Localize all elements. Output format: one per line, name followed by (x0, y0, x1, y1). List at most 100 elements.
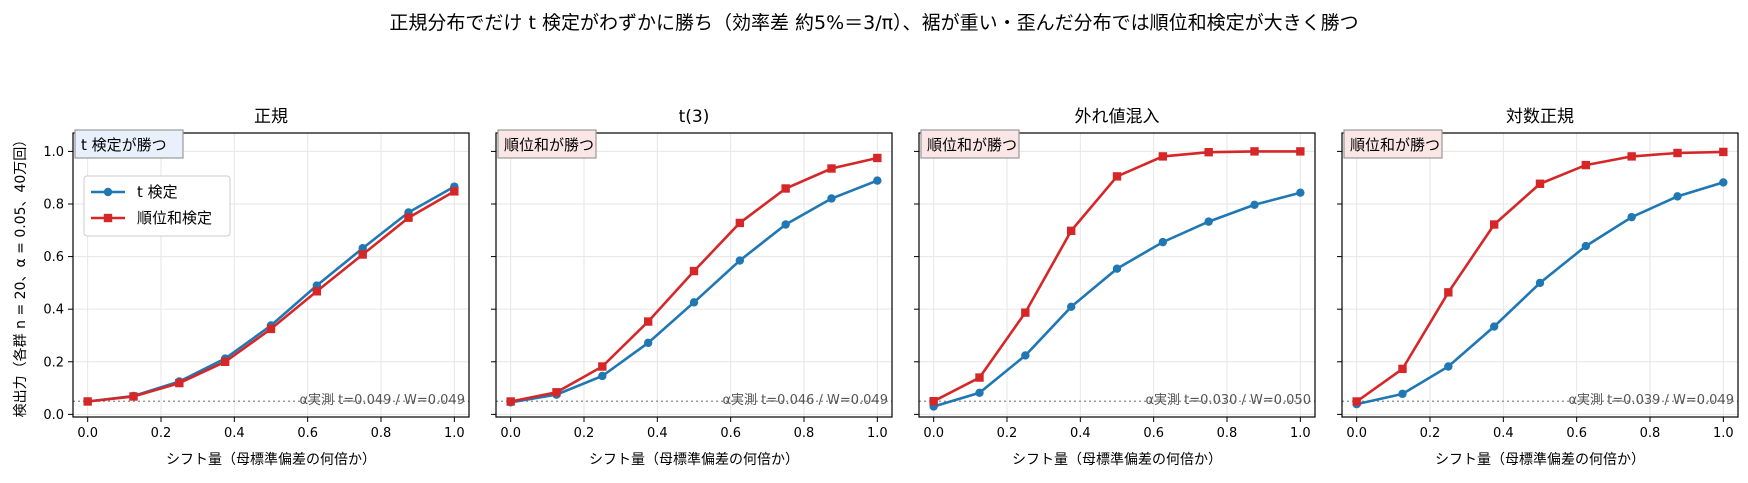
x-tick-label: 0.4 (1493, 426, 1514, 441)
point-rank-sum (598, 362, 607, 371)
point-rank-sum (1158, 152, 1168, 161)
winner-label: t 検定が勝つ (81, 136, 167, 154)
y-tick-label: 0.2 (43, 355, 64, 370)
point-t-test (689, 298, 699, 307)
x-tick-label: 0.4 (1070, 426, 1091, 441)
point-rank-sum (1444, 288, 1453, 297)
legend-label-t-test: t 検定 (137, 183, 178, 201)
point-t-test (643, 338, 653, 348)
point-rank-sum (358, 250, 367, 259)
point-rank-sum (1719, 147, 1728, 157)
point-rank-sum (1627, 152, 1636, 161)
point-rank-sum (552, 388, 561, 397)
panel-title: 外れ値混入 (1075, 107, 1160, 127)
x-tick-label: 0.2 (997, 426, 1018, 441)
point-rank-sum (1112, 172, 1122, 181)
series-line-t-test (933, 191, 1301, 408)
x-tick-label: 0.0 (500, 426, 521, 441)
point-rank-sum (1204, 147, 1213, 157)
point-t-test (873, 176, 882, 185)
alpha-note: α実測 t=0.039 / W=0.049 (1568, 392, 1734, 408)
series-line-t-test (510, 179, 878, 404)
point-t-test (1112, 264, 1122, 273)
x-tick-label: 0.0 (1346, 426, 1367, 441)
point-t-test (1021, 351, 1030, 360)
y-tick-label: 0.8 (43, 198, 64, 213)
point-rank-sum (735, 218, 745, 228)
x-tick-label: 0.6 (1566, 426, 1587, 441)
point-t-test (1673, 192, 1682, 201)
alpha-note: α実測 t=0.030 / W=0.050 (1145, 392, 1311, 408)
series-line-rank-sum (510, 156, 878, 403)
alpha-note: α実測 t=0.046 / W=0.049 (722, 392, 888, 408)
panel-1: 0.0 0.2 0.4 0.6 0.8 1.0 t(3) シフト量（母標準偏差の何倍か） 順位和… (491, 107, 893, 468)
point-t-test (1066, 302, 1076, 312)
point-rank-sum (266, 324, 276, 334)
point-rank-sum (450, 187, 459, 196)
x-tick-label: 0.8 (794, 426, 815, 441)
y-axis-label: 検出力（各群 n = 20、α = 0.05、40万回） (13, 133, 29, 418)
x-tick-label: 0.0 (77, 426, 98, 441)
point-rank-sum (1398, 364, 1407, 374)
plot-frame (72, 132, 470, 418)
point-rank-sum (1352, 397, 1361, 406)
point-rank-sum (1066, 226, 1076, 236)
winner-label: 順位和が勝つ (504, 136, 594, 154)
alpha-note: α実測 t=0.049 / W=0.049 (299, 392, 465, 408)
point-t-test (1719, 178, 1728, 187)
series-line-rank-sum (1355, 150, 1724, 403)
panel-title: t(3) (679, 107, 710, 127)
point-rank-sum (1296, 147, 1305, 156)
point-t-test (975, 388, 984, 398)
x-tick-label: 0.8 (371, 426, 392, 441)
point-t-test (598, 371, 607, 381)
x-tick-label: 0.6 (1143, 426, 1164, 441)
x-tick-label: 0.2 (1420, 426, 1441, 441)
legend-marker-rank-sum (103, 213, 113, 223)
point-rank-sum (220, 357, 230, 366)
winner-box (920, 129, 1020, 159)
point-t-test (1489, 322, 1499, 331)
x-tick-label: 1.0 (444, 426, 465, 441)
point-t-test (1581, 241, 1591, 251)
point-rank-sum (643, 317, 653, 326)
winner-label: 順位和が勝つ (1350, 136, 1440, 154)
winner-box (74, 129, 184, 159)
point-rank-sum (975, 373, 984, 382)
point-t-test (1535, 278, 1545, 288)
point-rank-sum (312, 287, 322, 296)
point-t-test (827, 194, 836, 203)
x-tick-label: 1.0 (1290, 426, 1311, 441)
y-tick-label: 0.4 (43, 303, 64, 318)
legend-label-rank-sum: 順位和検定 (137, 209, 212, 227)
point-rank-sum (129, 392, 138, 401)
x-tick-label: 0.8 (1217, 426, 1238, 441)
point-rank-sum (873, 153, 882, 163)
panel-title: 正規 (254, 107, 288, 127)
point-rank-sum (1021, 308, 1030, 317)
x-tick-label: 0.2 (151, 426, 172, 441)
plot-frame (1341, 132, 1739, 418)
x-axis-label: シフト量（母標準偏差の何倍か） (166, 452, 376, 468)
x-tick-label: 1.0 (1713, 426, 1734, 441)
x-axis-label: シフト量（母標準偏差の何倍か） (589, 452, 799, 468)
point-rank-sum (689, 266, 699, 276)
panel-0: 0.0 0.2 0.4 0.6 0.8 1.0 0.0 0.2 0.4 0.6 0.8 1.0 正規シフ… (13, 107, 470, 468)
x-tick-label: 0.4 (224, 426, 245, 441)
plot-frame (495, 132, 893, 418)
x-tick-label: 0.8 (1640, 426, 1661, 441)
point-rank-sum (506, 397, 515, 406)
point-t-test (781, 220, 790, 229)
point-t-test (735, 256, 745, 265)
y-tick-label: 1.0 (43, 145, 64, 160)
figure-suptitle: 正規分布でだけ t 検定がわずかに勝ち（効率差 約5%＝3/π）、裾が重い・歪ん… (389, 12, 1358, 34)
point-t-test (358, 243, 367, 253)
point-rank-sum (929, 397, 938, 406)
point-t-test (1250, 200, 1259, 209)
point-rank-sum (781, 184, 790, 193)
plot-frame (918, 132, 1316, 418)
point-rank-sum (1250, 147, 1259, 156)
